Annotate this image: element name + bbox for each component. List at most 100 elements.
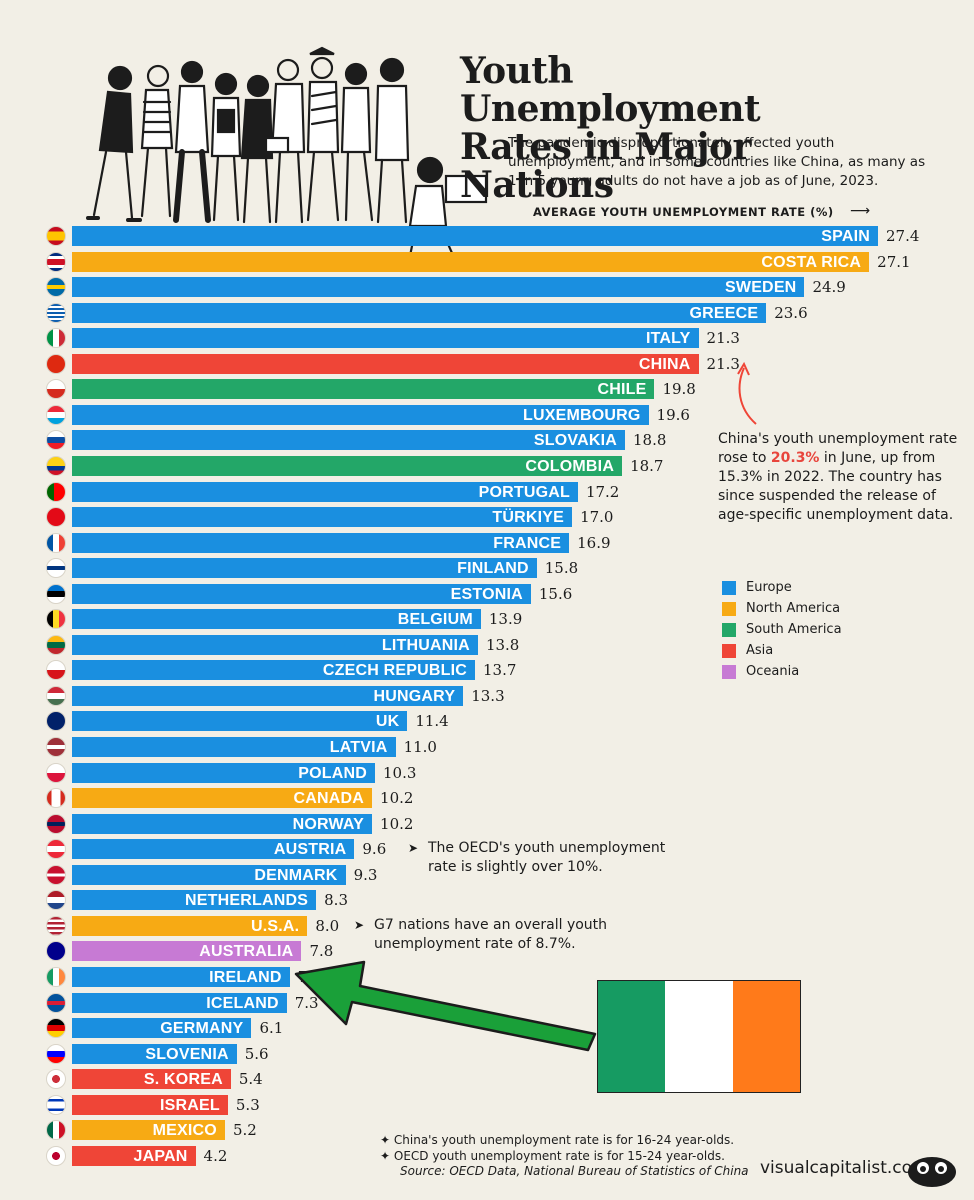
canada-flag-icon (46, 788, 66, 809)
bar-france (72, 532, 570, 553)
value-label-portugal: 17.2 (585, 482, 620, 501)
legend-item-oceania: Oceania (722, 661, 842, 682)
bar-label-turkiye: TÜRKIYE (492, 509, 565, 527)
bar-label-ireland: IRELAND (209, 968, 282, 986)
value-label-germany: 6.1 (259, 1019, 284, 1038)
bar-label-uk: UK (375, 713, 400, 731)
note-marker-icon: ➤ (354, 918, 365, 932)
estonia-flag-icon (46, 583, 66, 604)
bar-label-estonia: ESTONIA (450, 585, 523, 603)
bar-label-finland: FINLAND (457, 560, 529, 578)
bar-label-belgium: BELGIUM (397, 611, 473, 629)
value-label-israel: 5.3 (235, 1095, 260, 1114)
legend: Europe North America South America Asia … (722, 577, 842, 682)
value-label-finland: 15.8 (544, 559, 579, 578)
bar-label-usa: U.S.A. (251, 917, 300, 935)
latvia-flag-icon (46, 737, 66, 757)
luxembourg-flag-icon (46, 404, 66, 425)
footnote-text: China's youth unemployment rate is for 1… (393, 1133, 735, 1147)
bar-slovakia (72, 430, 626, 451)
usa-flag-icon (46, 915, 66, 936)
bar-label-sweden: SWEDEN (725, 279, 797, 297)
oecd-note-text: The OECD's youth unemployment rate is sl… (428, 840, 666, 875)
value-label-france: 16.9 (577, 533, 611, 552)
ireland-flag-image (597, 980, 801, 1093)
value-label-austria: 9.6 (362, 840, 387, 859)
south-korea-flag-icon (46, 1069, 66, 1090)
bar-denmark (72, 864, 346, 885)
japan-flag-icon (46, 1145, 66, 1166)
value-label-mexico: 5.2 (232, 1121, 257, 1140)
bar-canada (72, 788, 373, 809)
netherlands-flag-icon (46, 890, 66, 911)
footnote-1: ✦ China's youth unemployment rate is for… (380, 1132, 734, 1148)
bar-poland (72, 762, 375, 783)
value-label-italy: 21.3 (706, 329, 740, 348)
bar-israel (72, 1094, 228, 1115)
israel-flag-icon (46, 1094, 66, 1115)
costa-rica-flag-icon (46, 251, 66, 272)
value-label-estonia: 15.6 (538, 584, 573, 603)
italy-flag-icon (46, 328, 66, 349)
bar-finland (72, 558, 537, 579)
value-label-slovakia: 18.8 (633, 431, 667, 450)
value-label-australia: 7.8 (309, 942, 334, 961)
bar-label-greece: GREECE (689, 304, 759, 322)
value-label-costa-rica: 27.1 (877, 252, 911, 271)
value-label-belgium: 13.9 (488, 610, 523, 629)
bar-label-germany: GERMANY (160, 1020, 244, 1038)
value-label-czech-republic: 13.7 (483, 661, 517, 680)
legend-swatch (722, 581, 736, 595)
bar-ireland (72, 966, 290, 987)
legend-swatch (722, 602, 736, 616)
turkiye-flag-icon (46, 507, 66, 528)
germany-flag-icon (46, 1018, 66, 1039)
bar-iceland (72, 992, 287, 1013)
bar-luxembourg (72, 404, 649, 425)
bar-label-israel: ISRAEL (160, 1096, 220, 1114)
bar-greece (72, 302, 767, 323)
bar-label-luxembourg: LUXEMBOURG (522, 406, 641, 424)
brand-link[interactable]: visualcapitalist.com (760, 1158, 929, 1178)
value-label-chile: 19.8 (662, 380, 696, 399)
bar-sweden (72, 277, 805, 298)
bar-colombia (72, 455, 623, 476)
bar-label-spain: SPAIN (821, 228, 870, 245)
hungary-flag-icon (46, 685, 66, 706)
ireland-pointer-arrow-icon (294, 960, 597, 1052)
china-callout-arrow-icon (737, 361, 757, 425)
legend-label: South America (746, 622, 842, 637)
uk-flag-icon (46, 711, 66, 732)
value-label-greece: 23.6 (774, 303, 808, 322)
value-label-denmark: 9.3 (353, 865, 378, 884)
finland-flag-icon (46, 558, 66, 579)
bar-china (72, 353, 699, 374)
bar-label-slovakia: SLOVAKIA (533, 432, 618, 450)
ireland-flag-icon (46, 966, 66, 987)
value-label-colombia: 18.7 (630, 456, 664, 475)
value-label-hungary: 13.3 (471, 686, 505, 705)
greece-flag-icon (46, 302, 66, 323)
bar-hungary (72, 685, 464, 706)
chile-flag-icon (46, 379, 66, 400)
visualcapitalist-logo-icon (908, 1157, 956, 1187)
bar-label-colombia: COLOMBIA (525, 457, 615, 475)
bar-label-norway: NORWAY (292, 815, 365, 833)
value-label-japan: 4.2 (203, 1146, 228, 1165)
bar-label-france: FRANCE (493, 534, 562, 552)
bar-label-portugal: PORTUGAL (478, 483, 570, 501)
legend-item-south-america: South America (722, 619, 842, 640)
value-label-uk: 11.4 (415, 712, 449, 731)
legend-item-europe: Europe (722, 577, 842, 598)
slovenia-flag-icon (46, 1043, 66, 1064)
poland-flag-icon (46, 762, 66, 783)
denmark-flag-icon (46, 864, 66, 885)
chart-title: Youth Unemployment Rates in Major Nation… (460, 50, 761, 206)
bar-japan (72, 1145, 196, 1166)
bar-lithuania (72, 634, 478, 655)
spain-flag-icon (46, 226, 66, 246)
china-note-text: China's youth unemployment rate rose to (718, 431, 958, 466)
legend-label: North America (746, 601, 841, 616)
value-label-south-korea: 5.4 (238, 1070, 263, 1089)
bar-label-slovenia: SLOVENIA (145, 1045, 229, 1063)
